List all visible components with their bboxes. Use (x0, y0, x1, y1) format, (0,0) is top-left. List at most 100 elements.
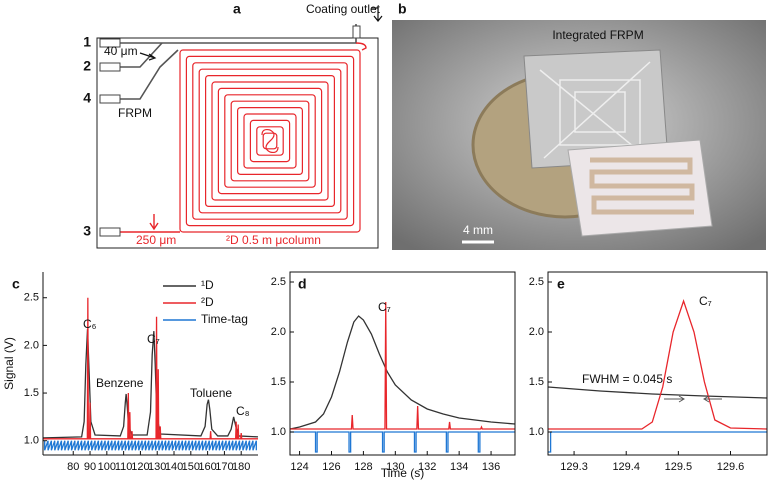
axes-frame (547, 271, 768, 456)
annotation: Toluene (190, 386, 232, 400)
column-label: ²D 0.5 m μcolumn (226, 233, 321, 247)
port (99, 94, 121, 104)
spiral-loop (211, 81, 329, 201)
annotation: C₈ (236, 404, 250, 418)
x-tick-label: 170 (215, 461, 233, 473)
scale-label: 4 mm (463, 223, 493, 237)
x-tick-label: 132 (418, 461, 436, 473)
x-tick-label: 130 (386, 461, 404, 473)
photo-caption: Integrated FRPM (552, 28, 643, 42)
y-tick-label: 2.0 (24, 339, 39, 351)
panel-label: a (233, 1, 241, 17)
y-tick-label: 1.5 (24, 387, 39, 399)
panel-label: b (398, 1, 407, 17)
y-tick-label: 1.0 (24, 435, 39, 447)
panel-label: e (557, 276, 565, 292)
x-tick-label: 80 (67, 461, 79, 473)
width-label: 40 μm (104, 44, 138, 58)
channel (120, 24, 357, 44)
x-tick-label: 126 (322, 461, 340, 473)
port-label: 2 (83, 58, 91, 74)
outlet-label: Coating outlet (306, 2, 381, 16)
spiral-loop (192, 62, 348, 220)
annotation: C₇ (378, 300, 391, 314)
channel (355, 42, 367, 51)
spiral-loop (179, 49, 361, 233)
annotation: C₇ (699, 294, 712, 308)
spiral-loop (217, 87, 323, 195)
arrow (371, 7, 383, 22)
legend-label: Time-tag (201, 312, 248, 326)
series-line (44, 440, 257, 451)
spiral-loop (237, 106, 304, 176)
x-tick-label: 129.4 (612, 461, 640, 473)
x-tick-label: 128 (354, 461, 372, 473)
y-tick-label: 2.5 (529, 276, 544, 288)
x-tick-label: 90 (84, 461, 96, 473)
spiral-loop (224, 94, 316, 188)
x-tick-label: 160 (198, 461, 216, 473)
series-line (548, 298, 767, 430)
frpm-label: FRPM (118, 106, 152, 120)
plot-area (43, 297, 258, 451)
x-tick-label: 129.3 (560, 461, 588, 473)
spiral-loop (243, 113, 297, 169)
panel-label: d (298, 276, 307, 292)
spiral-loop (256, 126, 284, 156)
spiral-loop (230, 100, 310, 182)
x-tick-label: 110 (115, 461, 133, 473)
fwhm-arrow (664, 395, 722, 403)
port (99, 62, 121, 72)
x-tick-label: 129.5 (665, 461, 693, 473)
y-tick-label: 1.5 (529, 376, 544, 388)
annotation: Benzene (96, 376, 144, 390)
legend-label: ¹D (201, 278, 214, 292)
series-line (290, 301, 515, 430)
spiral-loop (249, 119, 291, 163)
annotation: C₆ (83, 317, 97, 331)
port (99, 38, 121, 48)
x-tick-label: 124 (290, 461, 308, 473)
port-label: 4 (83, 90, 91, 106)
port (352, 25, 361, 39)
width-label: 250 μm (136, 233, 176, 247)
spiral-loop (198, 68, 342, 214)
axes-frame (289, 271, 516, 456)
spiral-loop (262, 132, 278, 150)
diagram: a Coating outlet 1 2 4 3 40 μm FRPM 250 … (83, 1, 383, 249)
series-line (290, 315, 515, 430)
arrow (149, 214, 159, 231)
series-line (290, 431, 515, 453)
x-tick-label: 120 (131, 461, 149, 473)
series-line (548, 431, 767, 453)
chip-outline (96, 37, 379, 249)
y-tick-label: 1.0 (271, 426, 286, 438)
annotation: C₇ (147, 332, 160, 346)
x-tick-label: 150 (182, 461, 200, 473)
y-tick-label: 1.5 (271, 376, 286, 388)
port (99, 227, 121, 237)
photo: b Integrated FRPM 4 mm (392, 1, 766, 250)
port-label: 1 (83, 34, 91, 50)
port-label: 3 (83, 223, 91, 239)
y-tick-label: 1.0 (529, 426, 544, 438)
chip-pattern (589, 157, 695, 215)
plot-area (290, 301, 515, 453)
x-tick-label: 134 (450, 461, 468, 473)
spiral-column (179, 49, 361, 233)
y-axis-label: Signal (V) (2, 337, 16, 390)
legend-label: ²D (201, 295, 214, 309)
series-line (548, 386, 767, 399)
x-tick-label: 129.6 (717, 461, 745, 473)
chip-pattern (539, 61, 651, 161)
channel (120, 42, 179, 100)
x-tick-label: 100 (98, 461, 116, 473)
x-tick-label: 130 (148, 461, 166, 473)
spiral-center (261, 128, 279, 154)
x-axis-label: Time (s) (381, 466, 425, 480)
y-tick-label: 2.0 (529, 326, 544, 338)
arrow (139, 52, 157, 61)
x-tick-label: 140 (165, 461, 183, 473)
spiral-loop (185, 55, 355, 227)
